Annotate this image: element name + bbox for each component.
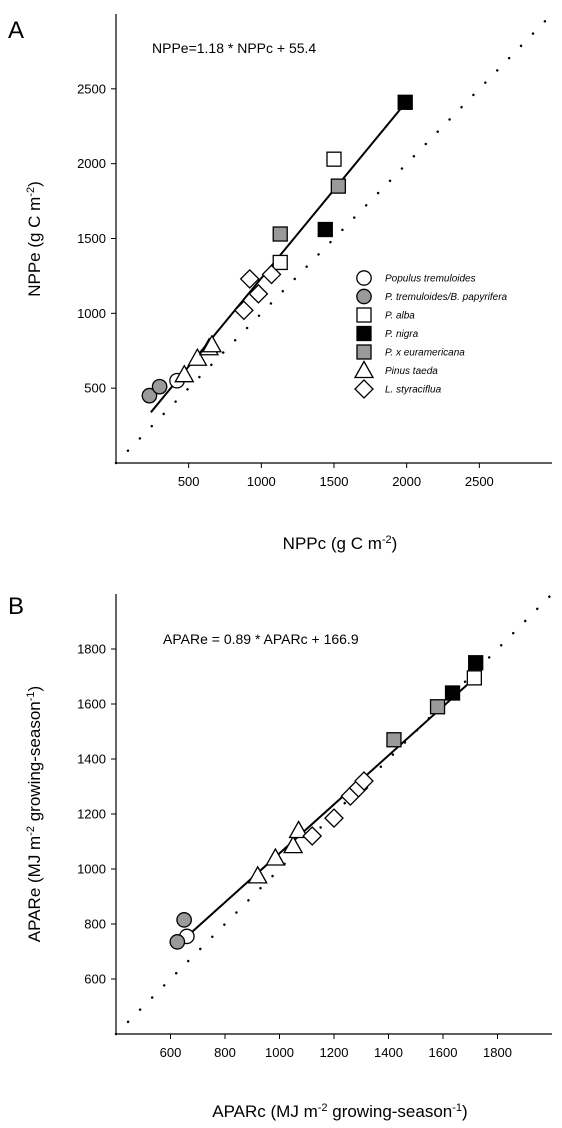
y-axis-title: NPPe (g C m-2) [25,181,44,297]
panel-b-chart: B 600 800 1000 1200 1400 1600 1800 600 800 1000 120… [8,592,554,1121]
x-tick-label: 1000 [247,474,276,489]
x-axis-title-part: NPPc (g C m [283,534,382,553]
panel-a-chart: A 500 1000 1500 2000 2500 500 1000 1500 2000 2500 N… [8,12,554,553]
legend-marker-p-alba [356,307,372,323]
one-to-one-line [114,592,554,1036]
y-tick-label: 800 [84,917,106,932]
y-axis-title-part: -1 [25,691,37,701]
y-tick-label: 2500 [77,81,106,96]
legend-marker-p-tremuloides-b-papyrifera [356,288,372,305]
point-l-styraciflua [233,300,254,321]
y-axis-title-part: -2 [25,826,37,836]
point-p-alba [326,151,342,167]
x-axis-title-part: growing-season [328,1102,453,1121]
y-tick-label: 1000 [77,306,106,321]
x-axis-title-part: APARc (MJ m [212,1102,317,1121]
x-tick-label: 1800 [483,1045,512,1060]
y-tick-label: 1500 [77,231,106,246]
x-tick-label: 1600 [429,1045,458,1060]
y-axis-title-part: growing-season [25,701,44,826]
x-tick-label: 1400 [374,1045,403,1060]
point-pinus-taeda [187,347,208,366]
legend-marker-p-nigra [356,325,372,342]
x-axis-title: APARc (MJ m-2 growing-season-1) [212,1102,467,1121]
regression-equation: NPPe=1.18 * NPPc + 55.4 [152,40,316,56]
point-p-x-euramericana [429,699,446,715]
point-p-nigra [317,221,333,238]
y-axis-title-part: APARe (MJ m [25,836,44,942]
point-p-tremuloides-b-papyrifera [176,912,192,928]
panel-letter: A [8,17,24,44]
legend: Populus tremuloides P. tremuloides/B. pap… [353,270,508,399]
y-tick-label: 1800 [77,642,106,657]
x-tick-label: 2000 [392,474,421,489]
x-tick-label: 1000 [265,1045,294,1060]
x-axis-title-part: ) [392,534,398,553]
legend-label-p-nigra: P. nigra [385,329,419,340]
legend-label-l-styraciflua: L. styraciflua [385,385,442,396]
y-tick-label: 1200 [77,807,106,822]
x-tick-label: 1500 [320,474,349,489]
x-tick-label: 800 [214,1045,236,1060]
x-tick-label: 600 [160,1045,182,1060]
point-pinus-taeda [283,835,304,854]
y-tick-label: 600 [84,972,106,987]
point-pinus-taeda [174,364,195,383]
legend-marker-l-styraciflua [354,379,374,399]
axes-frame [115,14,552,464]
point-p-alba [272,254,288,271]
point-p-nigra [397,94,413,110]
x-tick-label: 1200 [320,1045,349,1060]
panel-letter: B [8,593,24,620]
legend-marker-pinus-taeda [353,360,375,379]
y-axis-title-part: ) [25,181,44,187]
y-axis-title-part: ) [25,686,44,692]
point-p-tremuloides-b-papyrifera [169,934,186,950]
x-tick-label: 2500 [465,474,494,489]
point-p-tremuloides-b-papyrifera [151,378,168,395]
point-l-styraciflua [354,771,374,791]
point-p-alba [466,670,482,686]
y-axis-title: APARe (MJ m-2 growing-season-1) [25,686,44,942]
y-axis-title-part: NPPe (g C m [25,197,44,297]
legend-label-populus-tremuloides: Populus tremuloides [385,274,476,285]
point-p-x-euramericana [330,178,347,194]
y-tick-label: 2000 [77,156,106,171]
one-to-one-line [114,12,554,465]
legend-label-pinus-taeda: Pinus taeda [385,366,438,377]
regression-equation: APARe = 0.89 * APARc + 166.9 [163,631,359,647]
legend-marker-populus-tremuloides [356,270,372,286]
point-l-styraciflua [302,826,323,846]
point-l-styraciflua [248,283,269,304]
point-p-nigra [444,685,461,701]
legend-label-p-x-euramericana: P. x euramericana [385,348,465,359]
y-tick-label: 1600 [77,697,106,712]
point-pinus-taeda [201,334,223,353]
point-p-nigra [468,655,484,671]
point-l-styraciflua [324,808,344,829]
legend-marker-p-x-euramericana [356,344,372,360]
y-axis-title-part: -2 [25,187,37,197]
x-tick-label: 500 [178,474,200,489]
point-pinus-taeda [265,847,286,866]
x-axis-title-part: -2 [382,534,392,546]
regression-line [176,675,478,946]
point-l-styraciflua [239,268,260,289]
legend-label-p-tremuloides-b-papyrifera: P. tremuloides/B. papyrifera [385,292,508,303]
x-axis-title-part: -2 [318,1102,328,1114]
x-axis-title: NPPc (g C m-2) [283,534,398,553]
point-p-tremuloides-b-papyrifera [141,387,158,404]
y-tick-label: 1000 [77,862,106,877]
point-pinus-taeda [247,865,268,884]
y-tick-label: 1400 [77,752,106,767]
x-axis-title-part: -1 [452,1102,462,1114]
point-pinus-taeda [288,820,309,839]
point-p-x-euramericana [386,732,402,748]
point-p-x-euramericana [272,226,288,242]
legend-label-p-alba: P. alba [385,311,415,322]
point-l-styraciflua [261,264,282,285]
y-tick-label: 500 [84,381,106,396]
x-axis-title-part: ) [462,1102,468,1121]
